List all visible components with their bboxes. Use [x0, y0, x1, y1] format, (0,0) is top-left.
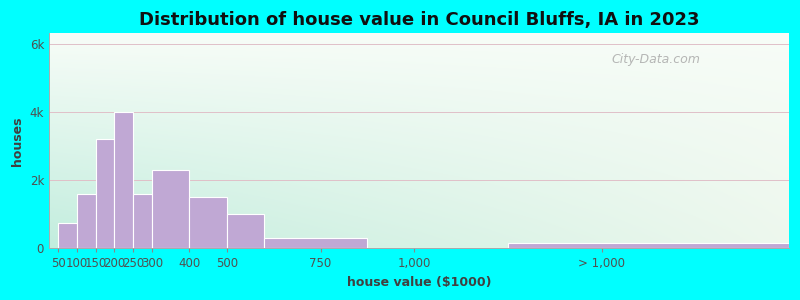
X-axis label: house value ($1000): house value ($1000): [346, 276, 491, 289]
Bar: [114, 112, 134, 248]
Bar: [96, 139, 114, 248]
Bar: [227, 214, 264, 248]
Bar: [508, 243, 789, 248]
Bar: [190, 197, 227, 248]
Text: City-Data.com: City-Data.com: [611, 53, 700, 66]
Title: Distribution of house value in Council Bluffs, IA in 2023: Distribution of house value in Council B…: [138, 11, 699, 29]
Bar: [77, 194, 96, 248]
Bar: [152, 170, 190, 248]
Y-axis label: houses: houses: [11, 116, 24, 166]
Bar: [134, 194, 152, 248]
Bar: [264, 238, 367, 248]
Bar: [58, 223, 77, 248]
